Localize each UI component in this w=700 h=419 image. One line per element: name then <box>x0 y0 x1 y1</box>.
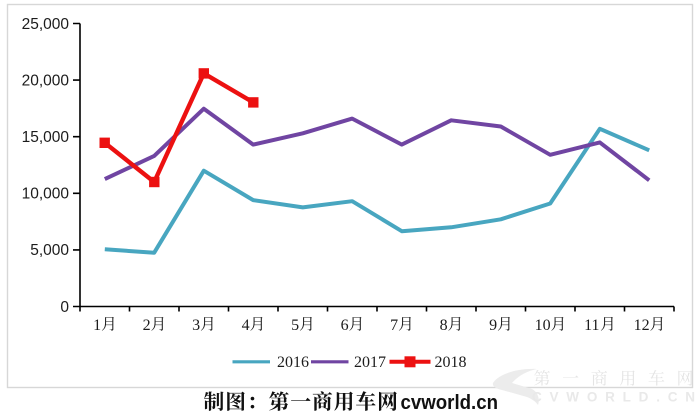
svg-text:7: 7 <box>390 317 398 334</box>
svg-text:15,000: 15,000 <box>22 129 70 146</box>
svg-text:cvworld.cn: cvworld.cn <box>401 392 499 414</box>
svg-text:9: 9 <box>489 317 497 334</box>
svg-text:20,000: 20,000 <box>22 72 70 89</box>
svg-text:CVWORLD.CN: CVWORLD.CN <box>532 390 695 405</box>
svg-text:2018: 2018 <box>435 354 467 371</box>
svg-text:8: 8 <box>440 317 448 334</box>
svg-text:5: 5 <box>291 317 299 334</box>
svg-text:6: 6 <box>341 317 349 334</box>
svg-text:2017: 2017 <box>354 354 386 371</box>
svg-text:11: 11 <box>584 317 599 334</box>
svg-text:2016: 2016 <box>277 354 309 371</box>
svg-text:1: 1 <box>93 317 101 334</box>
svg-text:4: 4 <box>242 317 250 334</box>
svg-text:10: 10 <box>535 317 551 334</box>
svg-text:25,000: 25,000 <box>22 16 70 33</box>
svg-text:0: 0 <box>60 299 69 316</box>
svg-text:5,000: 5,000 <box>30 242 69 259</box>
svg-text:2: 2 <box>143 317 151 334</box>
svg-text:12: 12 <box>634 317 650 334</box>
svg-text:10,000: 10,000 <box>22 186 70 203</box>
svg-text:3: 3 <box>192 317 200 334</box>
